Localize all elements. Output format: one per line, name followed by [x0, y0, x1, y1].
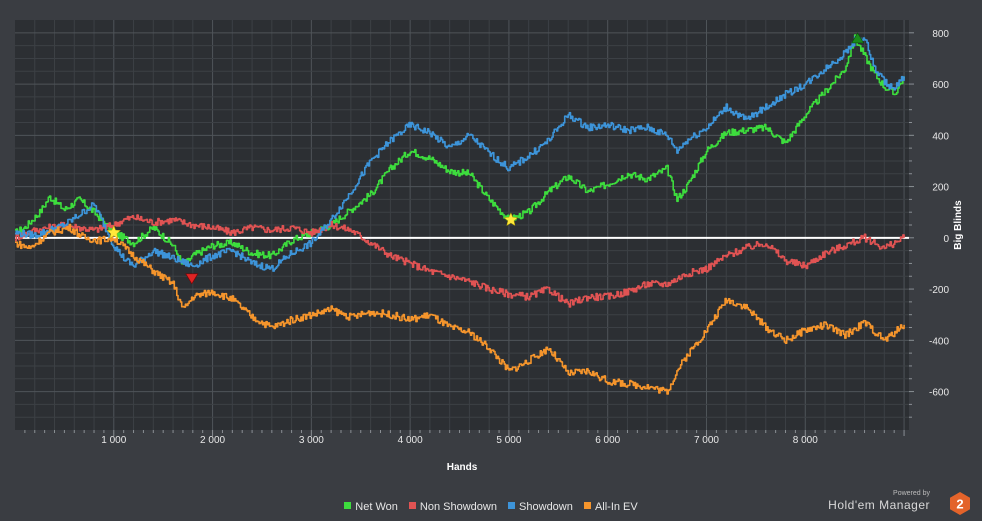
x-tick-label: 8 000 — [793, 435, 818, 446]
legend-label-showdown: Showdown — [519, 501, 573, 513]
star-marker — [106, 225, 122, 239]
x-tick-label: 1 000 — [101, 435, 126, 446]
x-tick-label: 3 000 — [299, 435, 324, 446]
y-tick-label: 200 — [932, 183, 949, 194]
version-number: 2 — [956, 497, 963, 512]
hem-logo-icon: 2 — [950, 492, 970, 515]
grid — [15, 20, 909, 430]
y-axis-title: Big Blinds — [953, 200, 964, 250]
x-tick-label: 5 000 — [496, 435, 521, 446]
showdown-line — [15, 36, 905, 272]
legend-swatch-net-won — [344, 502, 352, 509]
x-tick-label: 7 000 — [694, 435, 719, 446]
legend: Net Won Non Showdown Showdown All-In EV — [0, 501, 982, 513]
y-tick-label: 400 — [932, 131, 949, 142]
y-tick-label: 600 — [932, 80, 949, 91]
branding: Powered by Hold'em Manager 2 — [828, 490, 970, 518]
x-tick-label: 6 000 — [595, 435, 620, 446]
markers — [106, 32, 865, 285]
legend-label-net-won: Net Won — [355, 501, 398, 513]
y-tick-label: -200 — [929, 285, 949, 296]
x-tick-label: 4 000 — [398, 435, 423, 446]
product-name: Hold'em Manager — [828, 498, 930, 512]
star-marker — [503, 212, 519, 227]
legend-label-all-in-ev: All-In EV — [594, 501, 638, 513]
min-triangle-marker — [185, 273, 199, 285]
legend-item-net-won[interactable]: Net Won — [344, 501, 398, 513]
legend-item-all-in-ev[interactable]: All-In EV — [583, 501, 638, 513]
legend-label-non-showdown: Non Showdown — [419, 501, 497, 513]
net-won-line — [15, 34, 905, 265]
y-tick-label: 0 — [943, 234, 949, 245]
legend-swatch-non-showdown — [408, 502, 416, 509]
x-axis-title: Hands — [447, 462, 478, 473]
series-group — [15, 34, 905, 395]
non-showdown-line — [15, 214, 905, 308]
all-in-ev-line — [15, 223, 905, 395]
tick-labels: 1 000 2 000 3 000 4 000 5 000 6 000 7 000 8 000… — [24, 29, 949, 446]
legend-item-non-showdown[interactable]: Non Showdown — [408, 501, 497, 513]
powered-by-text: Powered by — [893, 490, 930, 497]
max-triangle-marker — [851, 32, 865, 44]
y-tick-label: 800 — [932, 29, 949, 40]
legend-item-showdown[interactable]: Showdown — [508, 501, 573, 513]
y-tick-label: -400 — [929, 336, 949, 347]
y-tick-label: -600 — [929, 388, 949, 399]
x-tick-label: 2 000 — [200, 435, 225, 446]
legend-swatch-all-in-ev — [583, 502, 591, 509]
legend-swatch-showdown — [508, 502, 516, 509]
